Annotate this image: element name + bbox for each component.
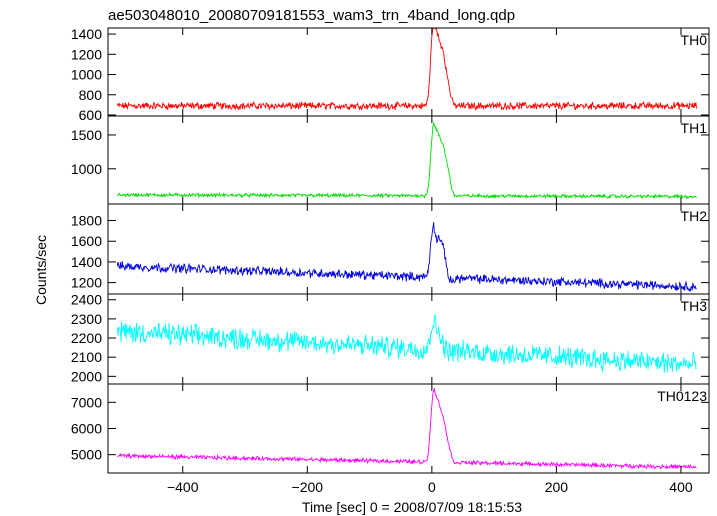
y-tick-label: 1000 [71, 67, 102, 83]
x-tick-label: 200 [545, 479, 569, 495]
x-tick-label: −200 [292, 479, 324, 495]
y-tick-label: 2200 [71, 330, 102, 346]
y-tick-label: 1200 [71, 275, 102, 291]
panel-label: TH0 [681, 32, 708, 48]
y-tick-label: 1400 [71, 254, 102, 270]
panel-th1: 1000 1500 TH1 [71, 115, 710, 205]
panel-th3: 2000 2100 2200 2300 2400 TH3 [71, 292, 710, 385]
chart-title: ae503048010_20080709181553_wam3_trn_4ban… [108, 7, 515, 24]
x-tick-label: 0 [428, 479, 436, 495]
series-line-th0123 [117, 388, 697, 471]
y-tick-label: 2300 [71, 311, 102, 327]
y-tick-label: 2100 [71, 349, 102, 365]
y-tick-label: 1000 [71, 161, 102, 177]
x-axis-label: Time [sec] 0 = 2008/07/09 18:15:53 [302, 499, 522, 515]
panel-frame [107, 115, 710, 205]
y-tick-label: 2400 [71, 292, 102, 308]
panel-label: TH2 [681, 208, 708, 224]
x-axis: −400 −200 0 200 400 [167, 479, 693, 495]
panels-group: 600 800 1000 1200 1400 TH0 1000 1500 TH1 1200 1400… [71, 26, 710, 474]
series-line-th2 [116, 222, 697, 292]
y-tick-label: 1400 [71, 26, 102, 42]
series-line-th0 [116, 27, 697, 112]
y-tick-label: 600 [79, 107, 103, 123]
y-tick-label: 5000 [71, 447, 102, 463]
panel-th0123: 5000 6000 7000 TH0123 [71, 383, 710, 474]
y-tick-label: 6000 [71, 421, 102, 437]
x-tick-label: −400 [167, 479, 199, 495]
panel-th2: 1200 1400 1600 1800 TH2 [71, 203, 710, 295]
y-tick-label: 1200 [71, 46, 102, 62]
series-line-th3 [116, 314, 697, 373]
series-line-th1 [116, 121, 697, 200]
panel-label: TH0123 [657, 388, 707, 404]
panel-frame [107, 383, 710, 474]
x-tick-label: 400 [669, 479, 693, 495]
panel-th0: 600 800 1000 1200 1400 TH0 [71, 26, 710, 123]
panel-label: TH1 [681, 120, 708, 136]
y-tick-label: 2000 [71, 368, 102, 384]
panel-label: TH3 [681, 298, 708, 314]
y-tick-label: 7000 [71, 394, 102, 410]
y-axis-label: Counts/sec [33, 235, 49, 305]
y-tick-label: 1600 [71, 233, 102, 249]
y-tick-label: 1800 [71, 213, 102, 229]
y-tick-label: 800 [79, 87, 103, 103]
y-tick-label: 1500 [71, 127, 102, 143]
panel-frame [107, 203, 710, 295]
